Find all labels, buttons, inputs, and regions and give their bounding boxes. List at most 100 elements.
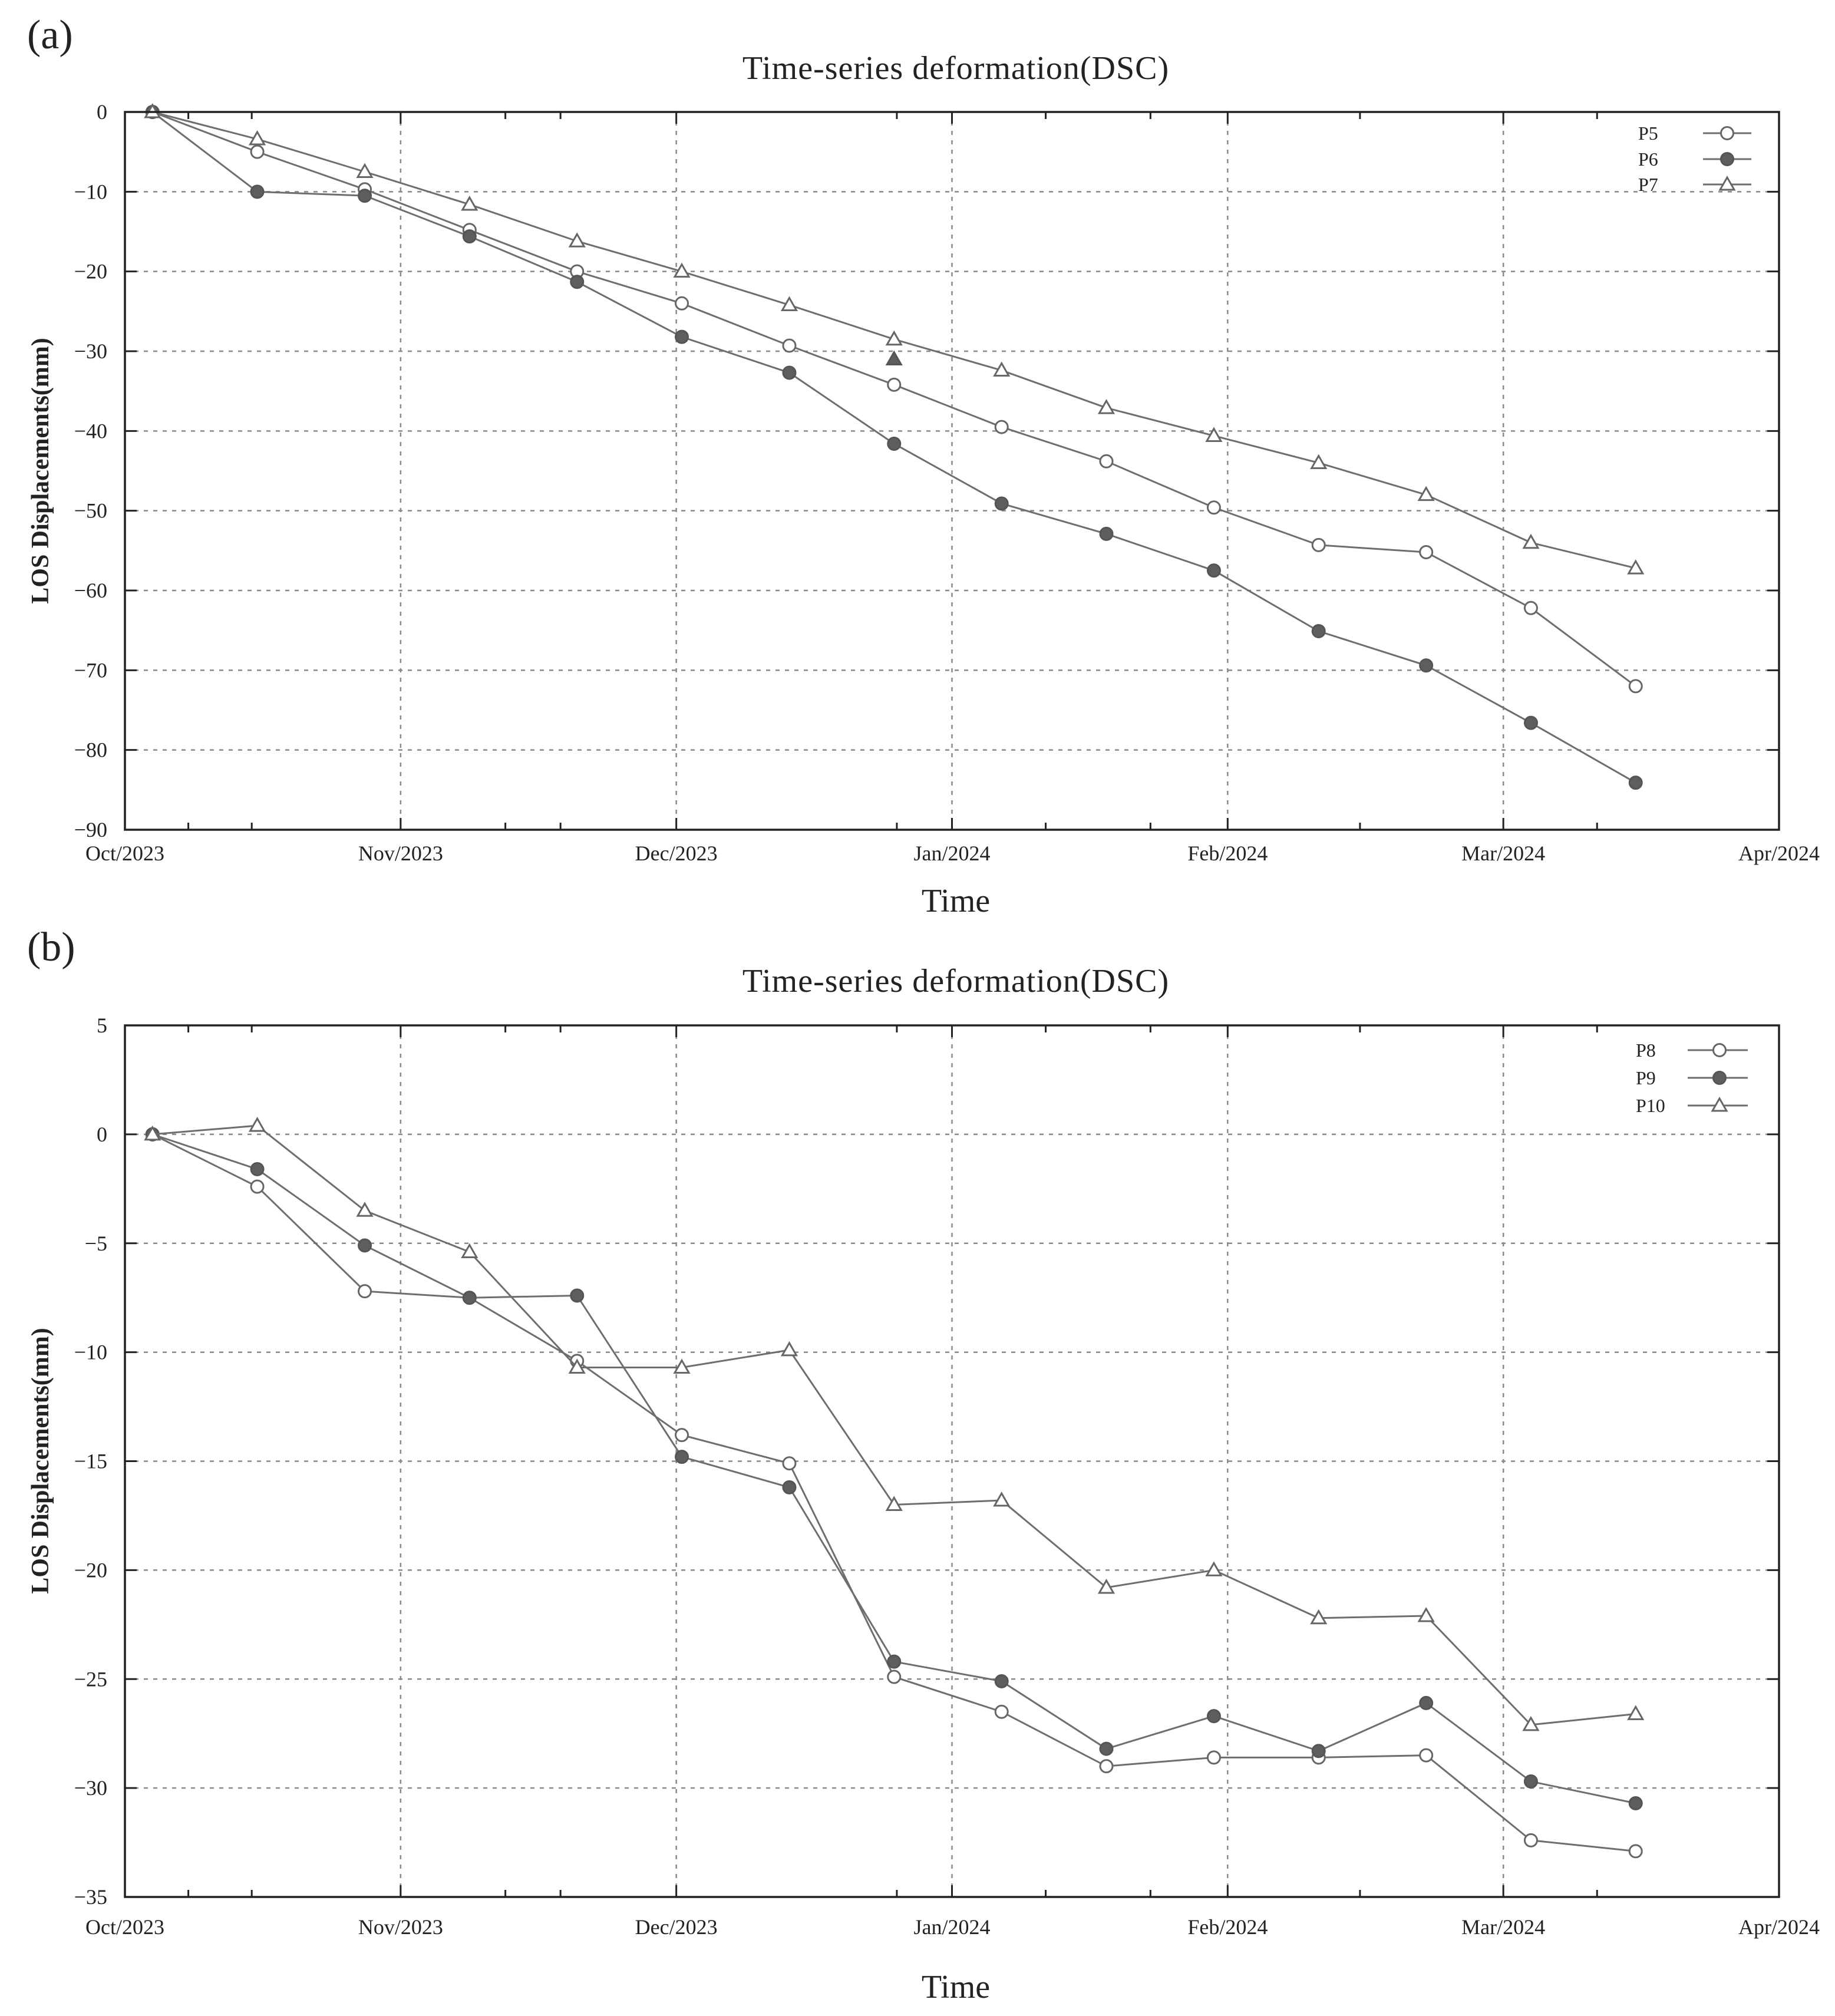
data-point-p7	[780, 296, 798, 312]
data-point-p10	[1627, 1705, 1645, 1720]
x-tick-label: Apr/2024	[1738, 1915, 1820, 1939]
x-tick-label: Feb/2024	[1187, 1915, 1268, 1939]
data-point-p7	[993, 361, 1011, 377]
y-tick-label: −5	[85, 1232, 107, 1255]
data-point-p10	[568, 1358, 586, 1374]
legend-label-p5: P5	[1638, 123, 1658, 144]
data-point-p8	[1099, 1759, 1114, 1774]
data-point-p7	[1205, 427, 1223, 442]
y-tick-label: −80	[74, 738, 107, 762]
data-point-p5	[675, 296, 689, 311]
y-tick-label: −30	[74, 1776, 107, 1800]
legend-label-p6: P6	[1638, 149, 1658, 170]
data-point-p8	[782, 1456, 797, 1471]
x-tick-label: Oct/2023	[85, 842, 164, 865]
panel-label: (b)	[27, 925, 75, 970]
annotations	[885, 350, 903, 366]
data-point-p6	[675, 329, 689, 344]
data-point-p6	[1523, 715, 1538, 730]
legend-marker-p9	[1712, 1071, 1727, 1085]
data-point-p10	[461, 1243, 478, 1259]
y-tick-label: −15	[74, 1450, 107, 1473]
data-point-p5	[1628, 679, 1643, 694]
data-point-p9	[782, 1480, 797, 1494]
y-axis-label: LOS Displacements(mm)	[27, 338, 54, 603]
x-tick-label: Oct/2023	[85, 1915, 164, 1939]
data-point-p7	[1097, 399, 1115, 414]
data-point-p9	[1206, 1709, 1221, 1724]
data-point-p9	[570, 1288, 585, 1303]
y-tick-label: 0	[97, 100, 107, 124]
data-point-p6	[1206, 563, 1221, 578]
data-point-p8	[1206, 1750, 1221, 1765]
series-group	[144, 1117, 1645, 1859]
data-point-p10	[1417, 1606, 1435, 1622]
chart-title: Time-series deformation(DSC)	[742, 50, 1169, 87]
grid	[125, 1025, 1779, 1897]
y-tick-label: −20	[74, 1558, 107, 1582]
x-axis-label: Time	[922, 883, 990, 919]
data-point-p8	[1523, 1833, 1538, 1847]
series-line-p5	[152, 111, 1636, 687]
x-tick-labels: Oct/2023 Nov/2023 Dec/2023 Jan/2024 Feb/2024…	[85, 842, 1820, 865]
legend-marker-p6	[1720, 152, 1734, 166]
x-tick-label: Dec/2023	[635, 1915, 718, 1939]
data-point-p5	[1311, 537, 1326, 552]
chart-title: Time-series deformation(DSC)	[742, 963, 1169, 999]
x-tick-label: Mar/2024	[1461, 1915, 1545, 1939]
data-point-p5	[782, 338, 797, 353]
data-point-p9	[358, 1238, 372, 1253]
plot-frame	[124, 111, 1780, 831]
series-line-p8	[152, 1133, 1636, 1852]
data-point-p10	[356, 1202, 374, 1217]
x-axis-label: Time	[922, 1969, 990, 2005]
axis-ticks	[124, 111, 1780, 831]
data-point-p7	[1417, 486, 1435, 501]
data-point-p6	[887, 436, 902, 451]
series-group	[144, 103, 1645, 790]
chart-panel-a: (a) Time-series deformation(DSC) 0 −10 −20…	[27, 12, 1820, 919]
x-tick-label: Nov/2023	[358, 1915, 443, 1939]
data-point-p5	[1206, 500, 1221, 515]
legend-marker-p7	[1718, 175, 1736, 191]
data-point-p5	[1523, 600, 1538, 615]
annotation-marker	[885, 350, 903, 366]
data-point-p6	[994, 496, 1009, 511]
data-point-p6	[358, 189, 372, 203]
data-point-p10	[885, 1496, 903, 1511]
data-point-p9	[675, 1450, 689, 1464]
data-point-p9	[1523, 1774, 1538, 1789]
y-tick-label: 0	[97, 1123, 107, 1146]
y-tick-label: −25	[74, 1667, 107, 1691]
legend-label-p7: P7	[1638, 174, 1658, 195]
legend-label-p10: P10	[1636, 1095, 1665, 1116]
data-point-p8	[887, 1669, 902, 1684]
data-point-p7	[1627, 559, 1645, 575]
data-point-p10	[1097, 1578, 1115, 1594]
data-point-p9	[250, 1162, 265, 1177]
y-tick-label: −60	[74, 579, 107, 602]
data-point-p6	[250, 184, 265, 199]
data-point-p9	[1628, 1796, 1643, 1811]
data-point-p10	[1205, 1561, 1223, 1576]
legend: P8 P9 P10	[1636, 1040, 1748, 1116]
data-point-p5	[887, 377, 902, 392]
series-line-p9	[152, 1133, 1636, 1804]
legend: P5 P6 P7	[1638, 123, 1751, 195]
panel-label: (a)	[27, 12, 73, 58]
data-point-p6	[782, 365, 797, 380]
data-point-p7	[568, 232, 586, 248]
data-point-p9	[1311, 1744, 1326, 1758]
legend-marker-p8	[1712, 1043, 1727, 1057]
data-point-p6	[1099, 526, 1114, 541]
x-tick-label: Apr/2024	[1738, 842, 1820, 865]
y-tick-labels: 0 −10 −20 −30 −40 −50 −60 −70 −80 −90	[74, 100, 107, 842]
y-tick-labels: 5 0 −5 −10 −15 −20 −25 −30 −35	[74, 1014, 107, 1909]
data-point-p8	[994, 1704, 1009, 1719]
data-point-p10	[673, 1358, 691, 1374]
data-point-p7	[1522, 533, 1540, 549]
y-tick-label: 5	[97, 1014, 107, 1037]
x-tick-label: Mar/2024	[1461, 842, 1545, 865]
data-point-p9	[887, 1654, 902, 1669]
y-tick-label: −40	[74, 419, 107, 443]
